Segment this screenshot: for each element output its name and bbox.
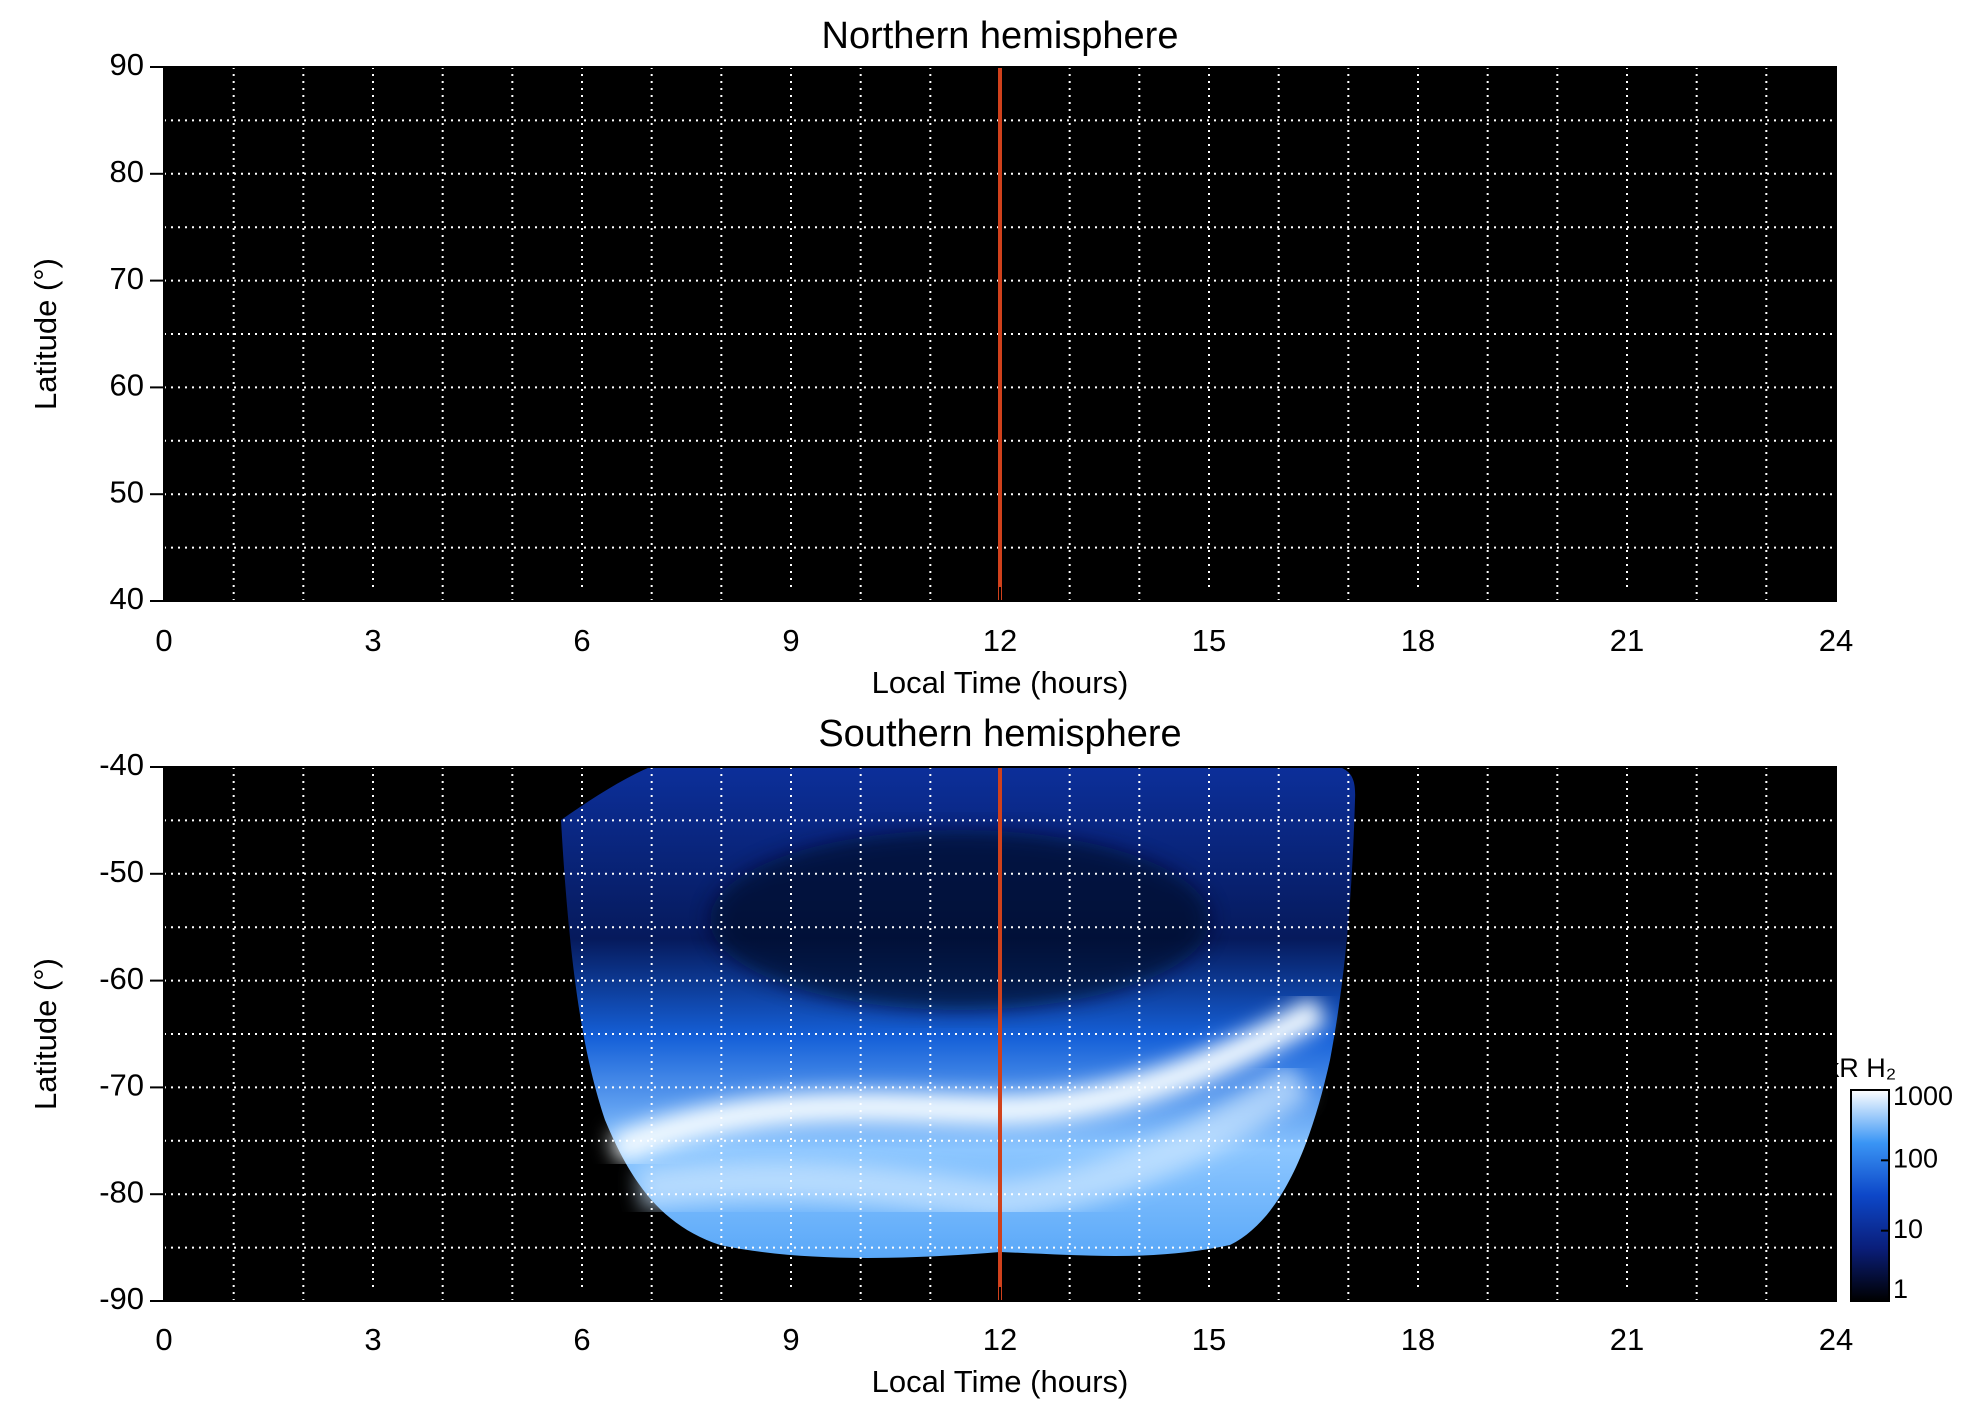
x-tick-label: 24 <box>1819 1322 1853 1357</box>
y-axis-label: Latitude (°) <box>28 958 63 1110</box>
y-tick-label: 80 <box>110 154 144 189</box>
colorbar-label: kR H₂ <box>1826 1053 1896 1083</box>
y-tick-label: -40 <box>99 747 144 782</box>
x-tick-label: 0 <box>155 1322 172 1357</box>
y-tick-label: -90 <box>99 1281 144 1316</box>
x-tick-label: 12 <box>983 1322 1017 1357</box>
plot-frame <box>163 766 1837 1302</box>
auroral-emission <box>561 767 1356 1258</box>
x-tick-label: 15 <box>1192 623 1226 658</box>
y-tick-label: -80 <box>99 1174 144 1209</box>
chart-title: Southern hemisphere <box>818 713 1181 755</box>
chart-title: Northern hemisphere <box>822 15 1179 57</box>
y-tick-label: 50 <box>110 474 144 509</box>
x-axis-label: Local Time (hours) <box>872 665 1129 700</box>
x-tick-label: 24 <box>1819 623 1853 658</box>
y-axis-label: Latitude (°) <box>28 258 63 410</box>
x-axis-label: Local Time (hours) <box>872 1364 1129 1399</box>
x-tick-label: 3 <box>364 623 381 658</box>
x-tick-label: 0 <box>155 623 172 658</box>
y-tick-label: 70 <box>110 261 144 296</box>
colorbar-scale <box>1850 1089 1890 1302</box>
x-tick-label: 21 <box>1610 623 1644 658</box>
y-tick-label: -60 <box>99 961 144 996</box>
x-tick-label: 9 <box>782 1322 799 1357</box>
x-tick-label: 12 <box>983 623 1017 658</box>
x-tick-label: 6 <box>573 623 590 658</box>
x-tick-label: 15 <box>1192 1322 1226 1357</box>
y-tick-label: 40 <box>110 581 144 616</box>
y-tick-label: -50 <box>99 854 144 889</box>
x-tick-label: 18 <box>1401 623 1435 658</box>
plot-frame <box>163 66 1837 602</box>
x-tick-label: 6 <box>573 1322 590 1357</box>
x-tick-label: 9 <box>782 623 799 658</box>
colorbar-tick-label: 1 <box>1893 1274 1908 1304</box>
colorbar: kR H₂ 1 10 100 1000 <box>1826 1053 1953 1304</box>
colorbar-tick-label: 10 <box>1893 1214 1923 1244</box>
x-tick-label: 21 <box>1610 1322 1644 1357</box>
x-tick-label: 18 <box>1401 1322 1435 1357</box>
y-tick-label: -70 <box>99 1068 144 1103</box>
y-tick-label: 90 <box>110 47 144 82</box>
y-tick-label: 60 <box>110 368 144 403</box>
colorbar-tick-label: 1000 <box>1893 1081 1953 1111</box>
colorbar-tick-label: 100 <box>1893 1143 1938 1173</box>
x-tick-label: 3 <box>364 1322 381 1357</box>
